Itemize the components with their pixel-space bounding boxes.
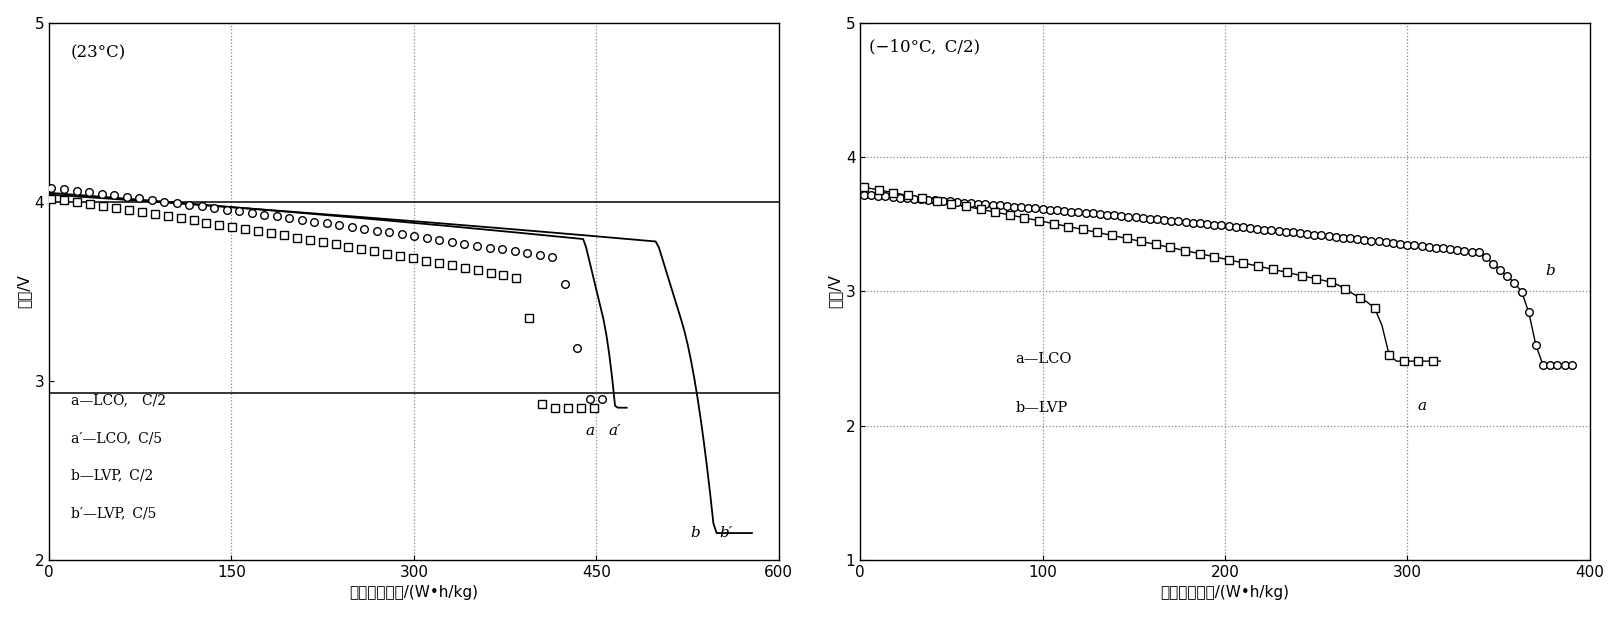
- Text: b: b: [1545, 265, 1555, 278]
- Text: (−10°C, C/2): (−10°C, C/2): [869, 39, 981, 56]
- Text: a—LCO,  C/2: a—LCO, C/2: [71, 394, 165, 407]
- X-axis label: 质量能量密度/(W•h/kg): 质量能量密度/(W•h/kg): [1161, 586, 1290, 600]
- Text: a—LCO: a—LCO: [1015, 352, 1071, 366]
- Text: a′—LCO, C/5: a′—LCO, C/5: [71, 431, 162, 445]
- Text: b′: b′: [720, 526, 733, 540]
- Text: b—LVP, C/2: b—LVP, C/2: [71, 468, 154, 482]
- Text: a′: a′: [608, 424, 621, 438]
- Text: a: a: [585, 424, 595, 438]
- Text: b′—LVP, C/5: b′—LVP, C/5: [71, 506, 156, 520]
- Y-axis label: 电压/V: 电压/V: [16, 275, 32, 308]
- Text: b—LVP: b—LVP: [1015, 402, 1068, 415]
- Y-axis label: 电压/V: 电压/V: [828, 275, 843, 308]
- Text: (23°C): (23°C): [71, 44, 126, 61]
- Text: b: b: [691, 526, 700, 540]
- X-axis label: 质量能量密度/(W•h/kg): 质量能量密度/(W•h/kg): [350, 586, 478, 600]
- Text: a: a: [1417, 399, 1426, 413]
